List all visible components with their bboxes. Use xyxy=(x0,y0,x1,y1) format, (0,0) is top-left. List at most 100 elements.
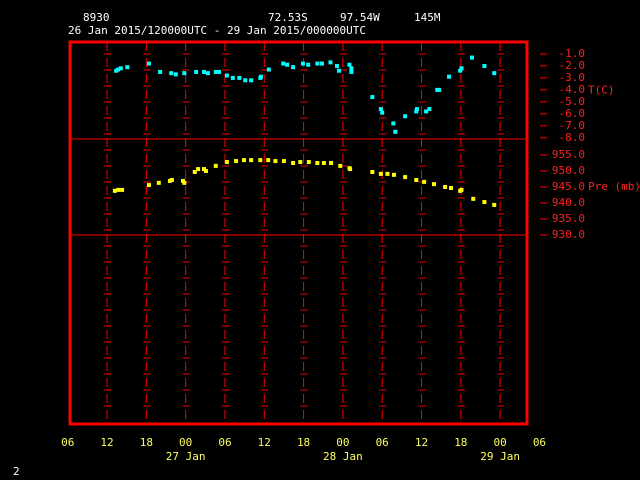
data-point xyxy=(298,160,303,165)
data-point xyxy=(447,74,452,79)
data-point xyxy=(349,69,354,74)
data-point xyxy=(146,61,151,66)
data-point xyxy=(393,129,398,134)
data-point xyxy=(156,180,161,185)
data-point xyxy=(203,169,208,173)
station-id: 8930 xyxy=(83,11,110,24)
data-point xyxy=(146,183,151,188)
data-point xyxy=(321,161,326,165)
data-point xyxy=(306,62,311,67)
data-point xyxy=(217,69,222,74)
data-point xyxy=(315,161,320,165)
data-point xyxy=(213,69,218,74)
data-point xyxy=(370,169,375,174)
period: 26 Jan 2015/120000UTC - 29 Jan 2015/0000… xyxy=(68,24,366,37)
data-point xyxy=(424,109,429,114)
data-point xyxy=(291,65,296,70)
y-tick-label: -7.0 xyxy=(559,119,586,132)
data-point xyxy=(338,163,343,168)
data-point xyxy=(116,187,121,192)
data-point xyxy=(192,169,197,174)
date-label: 27 Jan xyxy=(166,450,206,463)
data-point xyxy=(448,185,453,190)
data-point xyxy=(334,63,339,68)
data-point xyxy=(403,114,408,119)
data-point xyxy=(266,67,271,72)
y-axis-label: Pre (mb) xyxy=(588,180,640,193)
data-point xyxy=(194,69,199,74)
x-tick-label: 12 xyxy=(415,436,428,449)
x-tick-label: 00 xyxy=(336,436,349,449)
frame xyxy=(68,40,529,426)
y-tick-label: -1.0 xyxy=(559,47,586,60)
data-point xyxy=(391,121,396,126)
data-point xyxy=(182,71,187,76)
data-point xyxy=(414,109,419,114)
x-tick-label: 06 xyxy=(376,436,389,449)
data-point xyxy=(266,158,271,163)
x-tick-label: 18 xyxy=(297,436,310,449)
data-point xyxy=(403,175,408,180)
data-point xyxy=(319,61,324,66)
data-point xyxy=(427,107,432,112)
data-point xyxy=(370,95,375,100)
data-point xyxy=(492,71,497,76)
data-point xyxy=(471,196,476,201)
data-point xyxy=(116,67,121,72)
y-tick-label: 950.0 xyxy=(552,164,585,177)
date-label: 29 Jan xyxy=(480,450,520,463)
data-point xyxy=(118,66,123,71)
data-point xyxy=(273,159,278,164)
data-point xyxy=(385,171,390,176)
data-point xyxy=(243,78,248,83)
data-point xyxy=(249,78,254,83)
elevation: 145M xyxy=(414,11,441,24)
data-point xyxy=(258,158,263,163)
data-point xyxy=(328,60,333,65)
data-point xyxy=(315,61,320,66)
x-tick-label: 12 xyxy=(100,436,113,449)
data-point xyxy=(120,187,125,192)
y-tick-label: -2.0 xyxy=(559,59,586,72)
data-point xyxy=(378,171,383,176)
data-point xyxy=(391,172,396,177)
data-point xyxy=(173,72,178,77)
x-tick-label: 18 xyxy=(454,436,467,449)
y-tick-label: -3.0 xyxy=(559,71,586,84)
y-tick-label: 955.0 xyxy=(552,148,585,161)
data-point xyxy=(291,161,296,165)
data-point xyxy=(300,61,305,66)
x-tick-label: 00 xyxy=(494,436,507,449)
corner-label: 2 xyxy=(13,465,20,478)
data-point xyxy=(306,160,311,165)
data-point xyxy=(224,73,229,78)
data-point xyxy=(414,107,419,112)
data-point xyxy=(234,159,239,164)
data-point xyxy=(281,159,286,164)
data-point xyxy=(380,110,385,115)
data-point xyxy=(378,107,383,112)
data-point xyxy=(112,188,117,193)
data-point xyxy=(196,167,201,172)
data-point xyxy=(482,63,487,68)
y-tick-label: -6.0 xyxy=(559,107,586,120)
x-tick-label: 06 xyxy=(61,436,74,449)
y-tick-label: -4.0 xyxy=(559,83,586,96)
marks xyxy=(112,55,497,207)
date-label: 28 Jan xyxy=(323,450,363,463)
data-point xyxy=(482,200,487,205)
x-tick-label: 06 xyxy=(533,436,546,449)
data-point xyxy=(169,177,174,182)
latitude: 72.53S xyxy=(268,11,308,24)
data-point xyxy=(443,185,448,189)
data-point xyxy=(230,75,235,80)
y-axis-label: T(C) xyxy=(588,84,615,97)
data-point xyxy=(169,71,174,76)
data-point xyxy=(213,163,218,168)
data-point xyxy=(125,65,130,70)
x-tick-label: 12 xyxy=(258,436,271,449)
data-point xyxy=(158,69,163,74)
x-tick-label: 06 xyxy=(218,436,231,449)
